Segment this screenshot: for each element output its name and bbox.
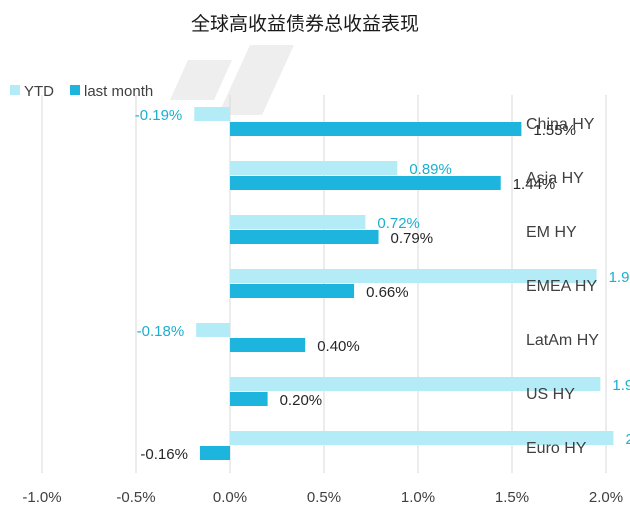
data-label-last-month: 1.55%: [533, 122, 576, 139]
category-label: Euro HY: [526, 440, 587, 457]
data-label-ytd: 1.97%: [612, 377, 630, 394]
category-labels: China HY Asia HY EM HY EMEA HY LatAm HY US HY…: [526, 116, 599, 457]
category-label: US HY: [526, 386, 575, 403]
x-tick-label: 1.0%: [401, 489, 435, 506]
bar-last-month: [230, 122, 522, 136]
bar-last-month: [230, 176, 501, 190]
data-label-last-month: 0.40%: [317, 338, 360, 355]
bar-last-month: [230, 392, 268, 406]
data-label-ytd: -0.19%: [135, 107, 183, 124]
bar-last-month: [230, 284, 355, 298]
bar-ytd: [230, 431, 614, 445]
chart-title: 全球高收益债券总收益表现: [191, 13, 419, 35]
data-label-ytd: 0.72%: [377, 215, 420, 232]
legend-label-last-month: last month: [84, 83, 153, 100]
data-label-ytd: 0.89%: [409, 161, 452, 178]
data-label-last-month: -0.16%: [140, 446, 188, 463]
x-tick-label: -0.5%: [116, 489, 155, 506]
category-label: LatAm HY: [526, 332, 599, 349]
data-label-ytd: 2.04%: [626, 431, 630, 448]
data-label-ytd: -0.18%: [137, 323, 185, 340]
watermark-stroke: [170, 60, 232, 100]
category-label: Asia HY: [526, 170, 584, 187]
legend-swatch-ytd: [10, 85, 20, 95]
data-label-last-month: 0.66%: [366, 284, 409, 301]
value-labels: -0.19% 1.55% 0.89% 1.44% 0.72%0.79% 1.95% 0.66…: [135, 107, 630, 463]
bars: [194, 107, 614, 460]
data-label-ytd: 1.95%: [609, 269, 630, 286]
x-tick-label: -1.0%: [22, 489, 61, 506]
watermark-stroke: [218, 45, 294, 115]
bar-ytd: [194, 107, 230, 121]
category-label: China HY: [526, 116, 595, 133]
x-tick-label: 0.0%: [213, 489, 247, 506]
legend: YTD last month: [10, 83, 153, 100]
legend-label-ytd: YTD: [24, 83, 54, 100]
category-label: EMEA HY: [526, 278, 597, 295]
bar-ytd: [230, 377, 601, 391]
x-tick-label: 2.0%: [589, 489, 623, 506]
x-tick-label: 1.5%: [495, 489, 529, 506]
data-label-last-month: 1.44%: [513, 176, 556, 193]
bar-last-month: [230, 230, 379, 244]
legend-swatch-last-month: [70, 85, 80, 95]
data-label-last-month: 0.20%: [280, 392, 323, 409]
bar-ytd: [230, 215, 366, 229]
watermark-logo: [170, 45, 294, 115]
category-label: EM HY: [526, 224, 577, 241]
bar-last-month: [230, 338, 306, 352]
bar-last-month: [199, 446, 230, 460]
bar-ytd: [230, 269, 597, 283]
x-axis: -2.0%-1.5%-1.0%-0.5%0.0%0.5%1.0%1.5%2.0%…: [22, 489, 623, 506]
data-label-last-month: 0.79%: [391, 230, 434, 247]
bar-ytd: [196, 323, 230, 337]
bar-ytd: [230, 161, 398, 175]
x-tick-label: 0.5%: [307, 489, 341, 506]
